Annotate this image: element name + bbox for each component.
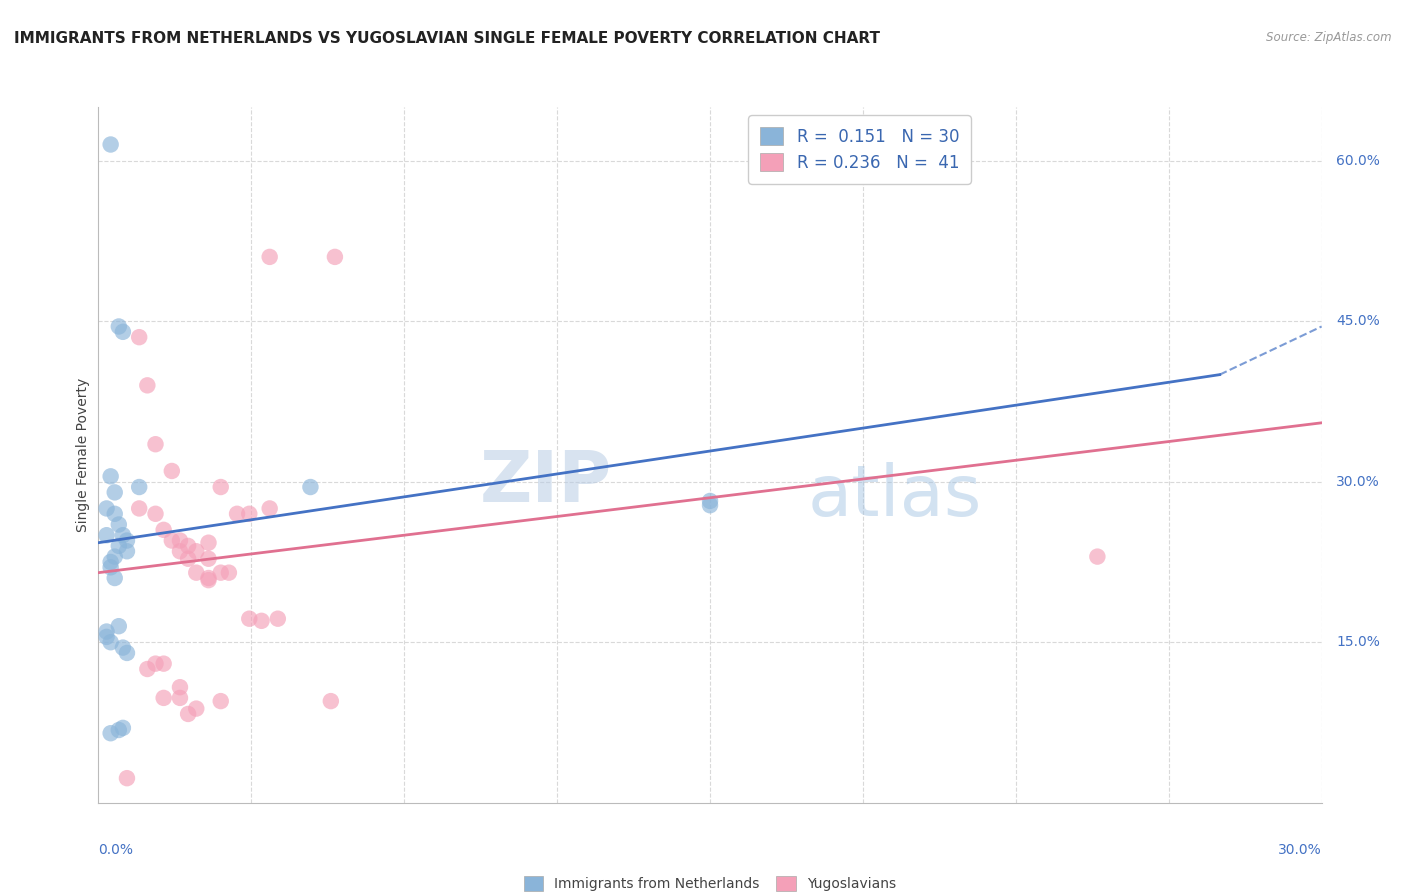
Text: 45.0%: 45.0% [1336, 314, 1381, 328]
Y-axis label: Single Female Poverty: Single Female Poverty [76, 378, 90, 532]
Point [100, 560, 122, 574]
Point [145, 437, 167, 451]
Legend: Immigrants from Netherlands, Yugoslavians: Immigrants from Netherlands, Yugoslavian… [517, 869, 903, 892]
Point [108, 619, 131, 633]
Point [160, 533, 183, 548]
Point [100, 469, 122, 483]
Point [238, 507, 260, 521]
Point [96, 501, 118, 516]
Point [115, 646, 138, 660]
Point [96, 528, 118, 542]
Point [177, 551, 200, 566]
Point [100, 726, 122, 740]
Point [197, 571, 219, 585]
Point [104, 485, 127, 500]
Point [152, 690, 174, 705]
Point [699, 498, 721, 512]
Point [96, 630, 118, 644]
Point [152, 523, 174, 537]
Point [238, 612, 260, 626]
Point [186, 566, 208, 580]
Point [209, 694, 232, 708]
Point [128, 480, 150, 494]
Point [104, 571, 127, 585]
Point [136, 378, 159, 392]
Point [169, 690, 191, 705]
Point [108, 517, 131, 532]
Point [115, 544, 138, 558]
Text: 30.0%: 30.0% [1278, 843, 1322, 857]
Point [100, 635, 122, 649]
Point [226, 507, 249, 521]
Point [169, 680, 191, 694]
Text: ZIP: ZIP [479, 449, 612, 517]
Point [186, 544, 208, 558]
Text: 30.0%: 30.0% [1336, 475, 1381, 489]
Point [115, 533, 138, 548]
Point [100, 555, 122, 569]
Point [104, 507, 127, 521]
Point [699, 494, 721, 508]
Point [177, 706, 200, 721]
Point [169, 533, 191, 548]
Point [128, 501, 150, 516]
Text: IMMIGRANTS FROM NETHERLANDS VS YUGOSLAVIAN SINGLE FEMALE POVERTY CORRELATION CHA: IMMIGRANTS FROM NETHERLANDS VS YUGOSLAVI… [14, 31, 880, 46]
Point [197, 535, 219, 549]
Point [145, 507, 167, 521]
Point [209, 566, 232, 580]
Point [186, 701, 208, 715]
Point [152, 657, 174, 671]
Point [111, 721, 134, 735]
Point [145, 657, 167, 671]
Point [111, 640, 134, 655]
Text: 0.0%: 0.0% [98, 843, 134, 857]
Point [218, 566, 240, 580]
Point [128, 330, 150, 344]
Point [108, 319, 131, 334]
Point [197, 573, 219, 587]
Point [299, 480, 322, 494]
Point [250, 614, 273, 628]
Point [111, 325, 134, 339]
Point [177, 539, 200, 553]
Point [319, 694, 342, 708]
Point [259, 250, 281, 264]
Point [108, 539, 131, 553]
Point [96, 624, 118, 639]
Point [169, 544, 191, 558]
Point [108, 723, 131, 737]
Text: Source: ZipAtlas.com: Source: ZipAtlas.com [1267, 31, 1392, 45]
Point [136, 662, 159, 676]
Point [323, 250, 346, 264]
Text: 15.0%: 15.0% [1336, 635, 1381, 649]
Point [111, 528, 134, 542]
Point [1085, 549, 1108, 564]
Point [267, 612, 290, 626]
Text: 60.0%: 60.0% [1336, 153, 1381, 168]
Point [197, 551, 219, 566]
Point [104, 549, 127, 564]
Point [259, 501, 281, 516]
Text: atlas: atlas [808, 462, 983, 531]
Point [115, 771, 138, 785]
Point [160, 464, 183, 478]
Point [100, 137, 122, 152]
Point [209, 480, 232, 494]
